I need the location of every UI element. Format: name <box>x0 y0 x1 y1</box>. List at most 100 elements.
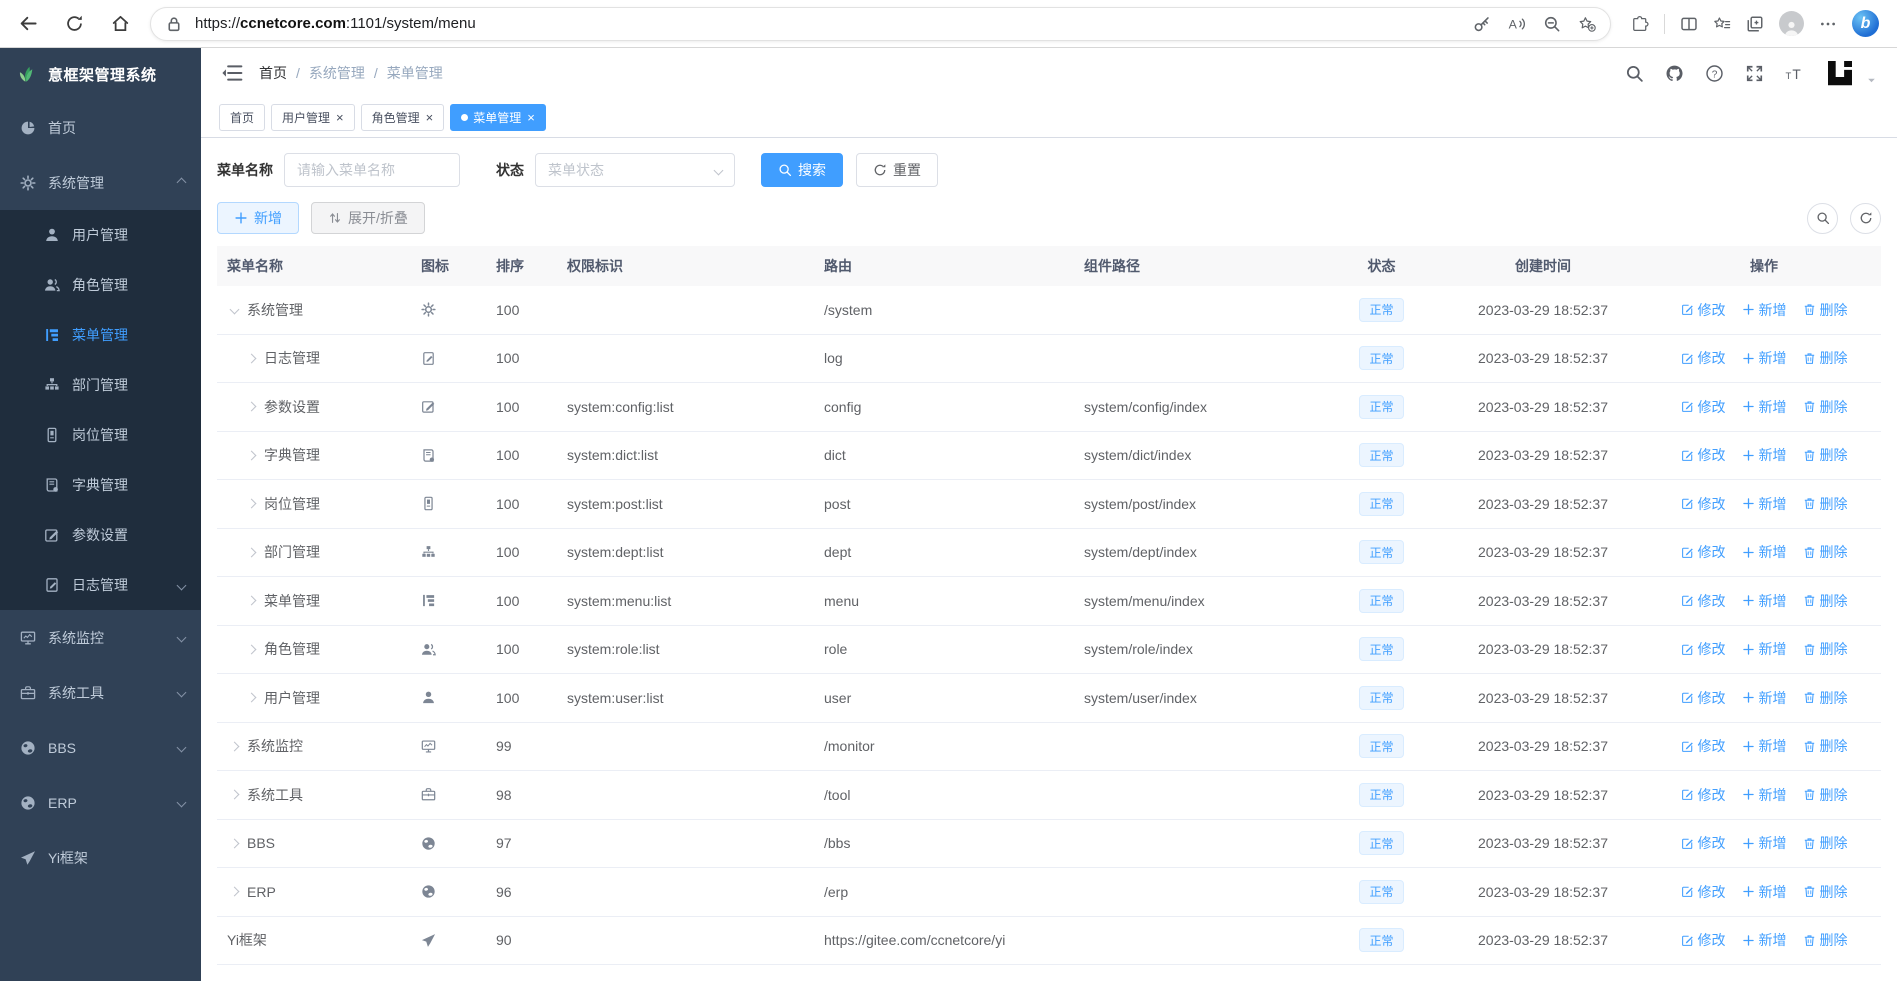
sidebar-item-config[interactable]: 参数设置 <box>0 510 201 560</box>
github-icon[interactable] <box>1665 64 1684 83</box>
delete-action[interactable]: 删除 <box>1803 882 1848 902</box>
sidebar-item-yi[interactable]: Yi框架 <box>0 830 201 885</box>
refresh-icon[interactable] <box>56 6 92 42</box>
delete-action[interactable]: 删除 <box>1803 591 1848 611</box>
sidebar-item-dict[interactable]: 字典管理 <box>0 460 201 510</box>
sidebar-item-log[interactable]: 日志管理 <box>0 560 201 610</box>
delete-action[interactable]: 删除 <box>1803 688 1848 708</box>
edit-action[interactable]: 修改 <box>1681 639 1726 659</box>
row-expander[interactable] <box>244 642 259 657</box>
favorites-icon[interactable] <box>1713 15 1731 33</box>
add-action[interactable]: 新增 <box>1742 639 1787 659</box>
edit-action[interactable]: 修改 <box>1681 930 1726 950</box>
table-search-button[interactable] <box>1807 202 1838 234</box>
bing-chat-icon[interactable]: b <box>1852 10 1879 37</box>
row-expander[interactable] <box>244 496 259 511</box>
tab-用户管理[interactable]: 用户管理 × <box>271 104 355 131</box>
sidebar-item-home[interactable]: 首页 <box>0 100 201 155</box>
sidebar-item-system[interactable]: 系统管理 <box>0 155 201 210</box>
table-refresh-button[interactable] <box>1850 202 1881 234</box>
edit-action[interactable]: 修改 <box>1681 833 1726 853</box>
delete-action[interactable]: 删除 <box>1803 542 1848 562</box>
back-icon[interactable] <box>10 6 46 42</box>
sidebar-item-post[interactable]: 岗位管理 <box>0 410 201 460</box>
tab-close-icon[interactable]: × <box>425 110 434 125</box>
add-action[interactable]: 新增 <box>1742 300 1787 320</box>
address-bar[interactable]: https://ccnetcore.com:1101/system/menu A <box>150 6 1611 41</box>
row-expander[interactable] <box>227 302 242 317</box>
add-action[interactable]: 新增 <box>1742 833 1787 853</box>
tab-close-icon[interactable]: × <box>527 110 535 125</box>
add-action[interactable]: 新增 <box>1742 542 1787 562</box>
delete-action[interactable]: 删除 <box>1803 445 1848 465</box>
collapse-sidebar-icon[interactable] <box>221 62 243 84</box>
add-action[interactable]: 新增 <box>1742 494 1787 514</box>
add-action[interactable]: 新增 <box>1742 930 1787 950</box>
tab-菜单管理[interactable]: 菜单管理 × <box>450 104 546 131</box>
row-expander[interactable] <box>244 399 259 414</box>
edit-action[interactable]: 修改 <box>1681 591 1726 611</box>
row-expander[interactable] <box>227 884 242 899</box>
edit-action[interactable]: 修改 <box>1681 882 1726 902</box>
add-action[interactable]: 新增 <box>1742 882 1787 902</box>
read-aloud-icon[interactable]: A <box>1508 15 1526 33</box>
sidebar-item-tool[interactable]: 系统工具 <box>0 665 201 720</box>
edit-action[interactable]: 修改 <box>1681 445 1726 465</box>
home-icon[interactable] <box>102 6 138 42</box>
url-text[interactable]: https://ccnetcore.com:1101/system/menu <box>195 15 476 32</box>
add-action[interactable]: 新增 <box>1742 397 1787 417</box>
sidebar-item-role[interactable]: 角色管理 <box>0 260 201 310</box>
more-icon[interactable] <box>1819 15 1837 33</box>
add-action[interactable]: 新增 <box>1742 785 1787 805</box>
edit-action[interactable]: 修改 <box>1681 688 1726 708</box>
help-icon[interactable]: ? <box>1705 64 1724 83</box>
delete-action[interactable]: 删除 <box>1803 300 1848 320</box>
delete-action[interactable]: 删除 <box>1803 833 1848 853</box>
add-action[interactable]: 新增 <box>1742 688 1787 708</box>
edit-action[interactable]: 修改 <box>1681 542 1726 562</box>
sidebar-item-user[interactable]: 用户管理 <box>0 210 201 260</box>
delete-action[interactable]: 删除 <box>1803 639 1848 659</box>
chevron-down-icon[interactable] <box>1866 75 1877 86</box>
delete-action[interactable]: 删除 <box>1803 494 1848 514</box>
breadcrumb-item[interactable]: 首页 <box>259 65 287 81</box>
sidebar-item-menu[interactable]: 菜单管理 <box>0 310 201 360</box>
status-select[interactable]: 菜单状态 <box>535 153 735 187</box>
menu-name-input[interactable] <box>284 153 460 187</box>
zoom-out-icon[interactable] <box>1543 15 1561 33</box>
row-expander[interactable] <box>244 351 259 366</box>
user-logo-avatar[interactable] <box>1825 58 1855 88</box>
add-action[interactable]: 新增 <box>1742 348 1787 368</box>
tab-角色管理[interactable]: 角色管理 × <box>360 104 445 131</box>
breadcrumb-item[interactable]: 系统管理 <box>308 65 365 81</box>
row-expander[interactable] <box>244 690 259 705</box>
row-expander[interactable] <box>244 545 259 560</box>
delete-action[interactable]: 删除 <box>1803 348 1848 368</box>
row-expander[interactable] <box>244 448 259 463</box>
edit-action[interactable]: 修改 <box>1681 300 1726 320</box>
edit-action[interactable]: 修改 <box>1681 736 1726 756</box>
reset-button[interactable]: 重置 <box>856 153 938 187</box>
row-expander[interactable] <box>227 836 242 851</box>
sidebar-item-erp[interactable]: ERP <box>0 775 201 830</box>
add-button[interactable]: 新增 <box>217 202 299 234</box>
edit-action[interactable]: 修改 <box>1681 348 1726 368</box>
row-expander[interactable] <box>244 593 259 608</box>
tab-首页[interactable]: 首页 <box>219 104 266 131</box>
delete-action[interactable]: 删除 <box>1803 736 1848 756</box>
edit-action[interactable]: 修改 <box>1681 785 1726 805</box>
breadcrumb-item[interactable]: 菜单管理 <box>386 65 443 81</box>
edit-action[interactable]: 修改 <box>1681 494 1726 514</box>
row-expander[interactable] <box>227 787 242 802</box>
row-expander[interactable] <box>227 739 242 754</box>
sidebar-item-dept[interactable]: 部门管理 <box>0 360 201 410</box>
split-screen-icon[interactable] <box>1680 15 1698 33</box>
sidebar-item-bbs[interactable]: BBS <box>0 720 201 775</box>
add-action[interactable]: 新增 <box>1742 736 1787 756</box>
extensions-icon[interactable] <box>1631 15 1649 33</box>
edit-action[interactable]: 修改 <box>1681 397 1726 417</box>
tab-close-icon[interactable]: × <box>336 110 344 125</box>
delete-action[interactable]: 删除 <box>1803 397 1848 417</box>
search-button[interactable]: 搜索 <box>761 153 843 187</box>
